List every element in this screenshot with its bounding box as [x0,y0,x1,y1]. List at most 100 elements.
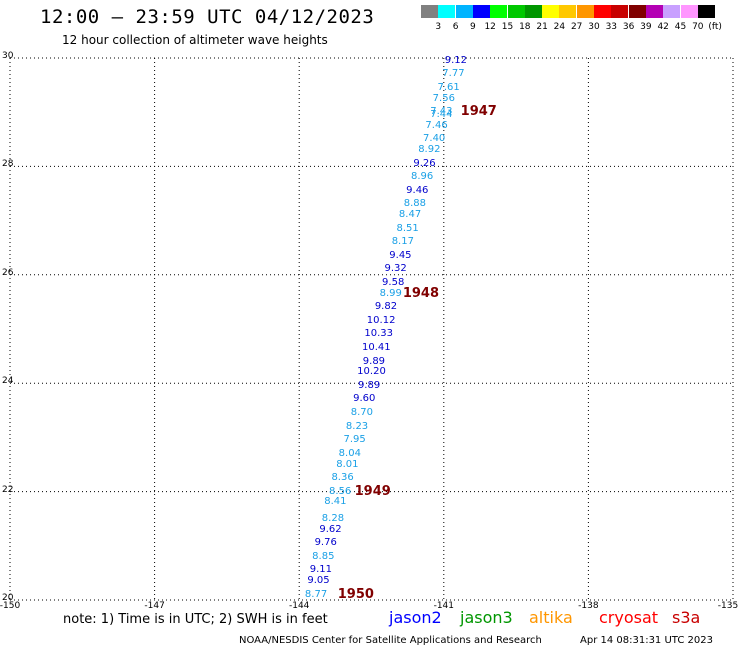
latitude-tick-label: 22 [2,484,14,495]
map-subtitle: 12 hour collection of altimeter wave hei… [62,33,328,47]
wave-height-observation: 9.32 [384,263,407,275]
satellite-legend-jason3: jason3 [460,608,513,627]
wave-height-observation: 8.23 [345,420,369,432]
latitude-tick-label: 30 [2,51,14,61]
color-scale-label: 21 [536,22,548,32]
color-scale-label: 30 [588,22,600,32]
color-scale-swatch [611,5,629,18]
longitude-tick-label: -138 [578,601,599,611]
wave-height-observation: 8.28 [321,512,345,524]
color-scale-swatch [507,5,525,18]
wave-height-observation: 10.20 [357,366,386,378]
wave-height-observation: 7.46 [425,119,448,131]
wave-height-observation: 8.36 [331,472,354,484]
color-scale-swatch [524,5,542,18]
wave-height-observation: 9.62 [319,523,342,535]
wave-height-observation: 7.56 [432,92,455,104]
wave-height-observation: 9.89 [357,379,381,391]
wave-height-observation: 8.96 [410,171,434,183]
latitude-tick-label: 20 [2,593,14,603]
color-scale-swatch [697,5,715,18]
wave-height-observation: 8.88 [403,198,427,210]
wave-height-observation: 10.12 [366,314,396,326]
color-scale-swatch [594,5,611,18]
wave-height-observation: 8.92 [418,144,441,156]
wave-height-observation: 7.95 [343,434,366,446]
latitude-tick-label: 26 [2,267,14,278]
satellite-legend-cryosat: cryosat [599,608,659,627]
color-scale-label: 12 [484,22,496,32]
wave-height-observation: 9.89 [362,355,386,367]
footer-timestamp: Apr 14 08:31:31 UTC 2023 [580,635,713,646]
wave-height-observation: 9.46 [406,184,429,196]
map-title: 12:00 – 23:59 UTC 04/12/2023 [40,6,375,28]
color-scale-label: 3 [435,22,442,32]
wave-height-observation: 8.47 [398,209,422,221]
satellite-legend-jason2: jason2 [389,608,442,627]
latitude-tick-label: 28 [2,159,14,170]
wave-height-observation: 8.04 [338,447,361,459]
color-scale-swatch [472,5,490,18]
color-scale-label: 6 [452,22,459,32]
units-note: note: 1) Time is in UTC; 2) SWH is in fe… [63,612,328,627]
wave-height-observation: 8.41 [324,496,347,508]
wave-height-observation: 9.05 [307,575,330,587]
wave-height-observation: 8.17 [391,236,414,248]
wave-height-observation: 7.40 [423,133,446,145]
wave-height-observation: 10.33 [364,328,394,340]
longitude-tick-label: -147 [144,601,165,611]
color-scale-swatch [421,5,438,18]
color-scale-swatch [680,5,698,18]
color-scale-label: 45 [674,22,687,32]
color-scale-swatch [628,5,646,18]
wave-height-observation: 9.58 [382,276,405,288]
color-scale-label: 18 [519,22,531,32]
color-scale-label: 27 [570,22,583,32]
color-scale-label: 39 [640,22,652,32]
color-scale-label: 15 [501,22,514,32]
wave-height-observation: 8.70 [350,407,373,418]
wave-height-observation: 9.45 [389,249,412,261]
wave-height-observation: 9.26 [413,157,436,169]
wave-height-observation: 7.43 [430,106,453,118]
wave-height-observation: 7.77 [442,68,465,80]
color-scale-label: 33 [605,22,618,32]
longitude-tick-label: -150 [0,601,21,611]
wave-height-observation: 8.77 [304,588,328,600]
wave-height-observation: 7.61 [437,81,460,93]
wave-height-observation: 8.85 [312,550,335,562]
wave-height-observation: 8.56 [329,485,352,497]
wave-height-observation: 9.76 [314,537,337,549]
color-scale-swatch [455,5,473,18]
wave-height-observation: 8.01 [336,458,359,470]
longitude-tick-label: -144 [288,601,310,611]
satellite-legend-s3a: s3a [672,608,701,627]
color-scale-label: 42 [657,22,669,32]
color-scale-label: 24 [553,22,566,32]
wave-height-observation: 9.82 [374,301,398,313]
wave-height-observation: 7.44 [430,108,453,120]
wave-height-observation: 8.51 [396,222,419,234]
satellite-legend-altika: altika [529,608,573,627]
color-scale-swatch [542,5,560,18]
color-scale-swatch [559,5,577,18]
color-scale-swatch [663,5,681,18]
footer-agency: NOAA/NESDIS Center for Satellite Applica… [239,635,542,646]
pass-time-label: 1949 [354,483,391,499]
pass-time-label: 1947 [460,104,497,120]
pass-time-label: 1950 [337,586,374,602]
color-scale-swatch [645,5,663,18]
color-scale-label: (ft) [708,22,722,32]
color-scale-label: 9 [470,22,476,32]
pass-time-label: 1948 [402,285,440,301]
latitude-tick-label: 24 [2,376,14,387]
color-scale-swatch [576,5,594,18]
longitude-tick-label: -141 [433,601,455,611]
wave-height-observation: 8.99 [379,287,402,299]
longitude-tick-label: -135 [717,601,739,611]
wave-height-observation: 9.12 [444,54,467,66]
color-scale-label: 36 [622,22,635,32]
wave-height-observation: 9.11 [309,564,333,576]
wave-height-observation: 10.41 [361,341,391,353]
